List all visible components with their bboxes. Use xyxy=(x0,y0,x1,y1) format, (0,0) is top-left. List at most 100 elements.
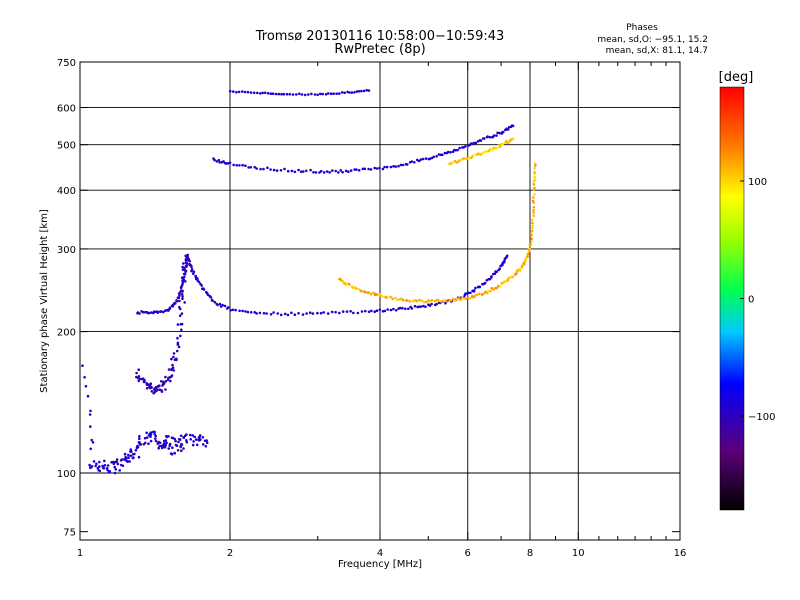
echo-point xyxy=(398,306,402,310)
echo-point xyxy=(232,90,235,93)
echo-point xyxy=(181,289,184,293)
echo-point xyxy=(533,186,536,190)
echo-point xyxy=(124,455,127,459)
echo-point xyxy=(165,441,168,445)
echo-point xyxy=(356,311,360,315)
echo-point xyxy=(127,453,130,457)
echo-point xyxy=(143,441,147,445)
echo-point xyxy=(203,439,207,443)
echo-point xyxy=(495,286,499,290)
echo-point xyxy=(213,300,217,304)
echo-point xyxy=(274,92,278,96)
echo-point xyxy=(531,199,535,203)
echo-point xyxy=(138,437,141,441)
echo-point xyxy=(375,309,379,313)
echo-point xyxy=(468,156,471,159)
echo-point xyxy=(439,300,442,303)
echo-point xyxy=(394,165,398,168)
echo-point xyxy=(357,90,361,93)
echo-point xyxy=(164,388,167,391)
echo-point xyxy=(150,386,153,389)
echo-point xyxy=(341,279,344,283)
echo-point xyxy=(345,310,349,313)
echo-point xyxy=(176,449,180,452)
echo-point xyxy=(385,296,388,299)
echo-point xyxy=(243,90,247,94)
echo-point xyxy=(490,149,494,152)
echo-point xyxy=(119,459,123,462)
echo-point xyxy=(456,160,460,164)
echo-point xyxy=(367,89,371,92)
echo-point xyxy=(135,371,138,375)
echo-point xyxy=(162,382,166,386)
echo-point xyxy=(185,433,188,436)
echo-point xyxy=(138,434,141,438)
echo-point xyxy=(505,139,508,143)
echo-point xyxy=(314,171,318,174)
echo-point xyxy=(154,439,158,443)
echo-point xyxy=(158,444,161,448)
echo-point xyxy=(164,439,168,442)
echo-point xyxy=(533,170,536,174)
echo-point xyxy=(413,304,417,308)
echo-point xyxy=(375,167,379,170)
echo-point xyxy=(528,247,532,251)
echo-point xyxy=(89,466,93,469)
echo-point xyxy=(309,168,312,172)
echo-point xyxy=(192,272,195,276)
echo-point xyxy=(180,322,184,326)
echo-point xyxy=(244,310,247,313)
echo-point xyxy=(176,336,179,340)
echo-point xyxy=(206,293,210,297)
echo-point xyxy=(209,296,213,299)
echo-point xyxy=(481,151,485,155)
echo-point xyxy=(213,158,216,162)
echo-point xyxy=(406,163,409,166)
echo-point xyxy=(288,92,292,96)
echo-point xyxy=(355,168,358,171)
echo-point xyxy=(249,166,253,169)
echo-point xyxy=(283,167,286,171)
echo-point xyxy=(149,439,153,443)
echo-point xyxy=(130,450,133,453)
echo-point xyxy=(154,437,157,440)
echo-point xyxy=(530,232,533,235)
echo-point xyxy=(432,155,436,159)
echo-point xyxy=(350,91,354,94)
echo-point xyxy=(246,310,250,314)
echo-point xyxy=(255,167,258,170)
echo-point xyxy=(253,311,256,314)
echo-point xyxy=(149,431,153,435)
echo-traces xyxy=(81,88,537,475)
echo-point xyxy=(102,466,105,470)
echo-point xyxy=(185,262,189,265)
echo-point xyxy=(367,167,370,171)
echo-point xyxy=(118,469,121,472)
echo-point xyxy=(183,301,186,304)
echo-point xyxy=(177,296,181,300)
echo-point xyxy=(411,299,415,303)
echo-point xyxy=(92,460,96,463)
echo-point xyxy=(293,170,297,174)
echo-point xyxy=(330,310,334,314)
echo-point xyxy=(417,159,421,163)
echo-point xyxy=(259,167,262,171)
echo-point xyxy=(496,131,499,135)
echo-point xyxy=(223,304,227,308)
echo-point xyxy=(326,312,330,315)
echo-point xyxy=(316,311,319,315)
echo-point xyxy=(334,310,337,314)
echo-point xyxy=(283,312,287,316)
y-tick-label: 750 xyxy=(57,58,76,69)
echo-point xyxy=(114,468,118,471)
echo-point xyxy=(97,469,100,472)
echo-point xyxy=(301,313,305,316)
echo-point xyxy=(400,297,403,300)
echo-point xyxy=(277,92,281,96)
echo-point xyxy=(459,298,463,302)
echo-point xyxy=(171,363,174,367)
echo-point xyxy=(511,124,515,128)
echo-point xyxy=(533,193,536,196)
echo-point xyxy=(138,377,142,381)
echo-point xyxy=(262,311,266,315)
